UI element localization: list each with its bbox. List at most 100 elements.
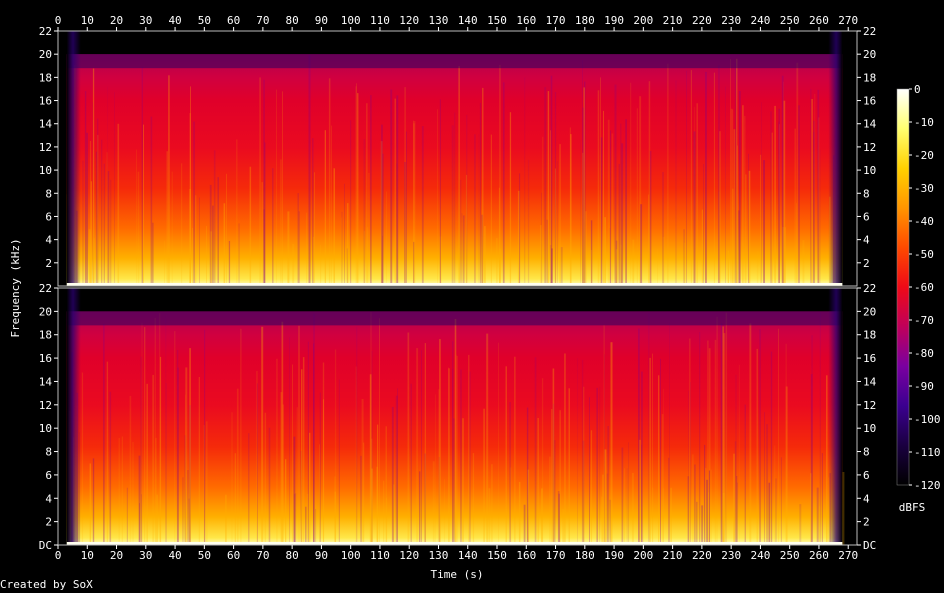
y-tick-label-right: 16 [863, 352, 876, 365]
x-tick-label-top: 160 [516, 14, 536, 27]
y-tick-label-left: DC [39, 539, 52, 552]
x-tick-label-bottom: 80 [286, 549, 299, 562]
y-tick-label-left: 4 [45, 234, 52, 247]
x-tick-label-top: 210 [663, 14, 683, 27]
colorbar-tick-label: -30 [914, 182, 934, 195]
y-tick-label-left: 6 [45, 469, 52, 482]
x-axis-label: Time (s) [431, 568, 484, 581]
y-tick-label-right: 12 [863, 399, 876, 412]
x-tick-label-bottom: 90 [315, 549, 328, 562]
x-tick-label-top: 0 [55, 14, 62, 27]
y-tick-label-right: 10 [863, 164, 876, 177]
x-tick-label-top: 80 [286, 14, 299, 27]
x-tick-label-bottom: 20 [110, 549, 123, 562]
colorbar-tick-label: -70 [914, 314, 934, 327]
x-tick-label-bottom: 250 [780, 549, 800, 562]
x-tick-label-top: 70 [256, 14, 269, 27]
x-tick-label-top: 180 [575, 14, 595, 27]
colorbar-tick-label: -90 [914, 380, 934, 393]
x-tick-label-top: 120 [399, 14, 419, 27]
x-tick-label-top: 20 [110, 14, 123, 27]
y-tick-label-left: 8 [45, 446, 52, 459]
spectrogram-channel-1 [57, 30, 858, 287]
colorbar-tick-label: -120 [914, 479, 941, 492]
x-tick-label-top: 100 [341, 14, 361, 27]
colorbar-tick-label: -40 [914, 215, 934, 228]
spectrogram-energy [66, 311, 843, 545]
y-tick-label-left: 18 [39, 329, 52, 342]
y-tick-label-left: 2 [45, 257, 52, 270]
spectrogram-channel-2 [57, 287, 858, 546]
x-tick-label-bottom: 200 [633, 549, 653, 562]
x-tick-label-bottom: 60 [227, 549, 240, 562]
x-tick-label-bottom: 100 [341, 549, 361, 562]
x-tick-label-bottom: 180 [575, 549, 595, 562]
y-tick-label-left: 14 [39, 375, 53, 388]
x-tick-label-top: 260 [809, 14, 829, 27]
y-tick-label-left: 12 [39, 141, 52, 154]
x-tick-label-bottom: 190 [604, 549, 624, 562]
y-axis-label: Frequency (kHz) [9, 238, 22, 337]
footer-credit: Created by SoX [0, 578, 93, 591]
y-tick-label-left: 16 [39, 352, 52, 365]
y-tick-label-left: 12 [39, 399, 52, 412]
y-tick-label-left: 4 [45, 492, 52, 505]
y-tick-label-left: 8 [45, 187, 52, 200]
x-tick-label-bottom: 70 [256, 549, 269, 562]
y-tick-label-right: 22 [863, 25, 876, 38]
y-tick-label-left: 20 [39, 48, 52, 61]
y-tick-label-left: 10 [39, 422, 52, 435]
y-tick-label-left: 22 [39, 282, 52, 295]
y-tick-label-right: 8 [863, 187, 870, 200]
y-tick-label-right: 4 [863, 234, 870, 247]
y-tick-label-left: 2 [45, 516, 52, 529]
x-tick-label-top: 60 [227, 14, 240, 27]
x-tick-label-top: 200 [633, 14, 653, 27]
y-tick-label-right: 6 [863, 210, 870, 223]
x-tick-label-bottom: 210 [663, 549, 683, 562]
y-tick-label-left: 22 [39, 25, 52, 38]
x-tick-label-top: 110 [370, 14, 390, 27]
x-tick-label-bottom: 140 [458, 549, 478, 562]
y-tick-label-right: 22 [863, 282, 876, 295]
y-tick-label-right: 18 [863, 71, 876, 84]
y-tick-label-right: 2 [863, 516, 870, 529]
x-tick-label-top: 10 [81, 14, 94, 27]
y-tick-label-right: 14 [863, 375, 877, 388]
x-tick-label-top: 220 [692, 14, 712, 27]
x-tick-label-top: 40 [168, 14, 181, 27]
y-tick-label-right: 8 [863, 446, 870, 459]
spectrogram-energy [66, 54, 843, 286]
x-tick-label-bottom: 120 [399, 549, 419, 562]
x-tick-label-bottom: 150 [487, 549, 507, 562]
y-tick-label-right: 14 [863, 118, 877, 131]
x-tick-label-bottom: 110 [370, 549, 390, 562]
y-tick-label-left: 6 [45, 210, 52, 223]
x-tick-label-bottom: 230 [721, 549, 741, 562]
x-tick-label-top: 190 [604, 14, 624, 27]
y-tick-label-right: 18 [863, 329, 876, 342]
x-tick-label-bottom: 170 [546, 549, 566, 562]
y-tick-label-right: 2 [863, 257, 870, 270]
y-tick-label-right: 20 [863, 48, 876, 61]
x-tick-label-bottom: 30 [139, 549, 152, 562]
x-tick-label-top: 130 [429, 14, 449, 27]
x-tick-label-top: 140 [458, 14, 478, 27]
x-tick-label-bottom: 240 [750, 549, 770, 562]
colorbar-tick-label: -60 [914, 281, 934, 294]
colorbar-tick-label: -50 [914, 248, 934, 261]
x-tick-label-top: 170 [546, 14, 566, 27]
y-tick-label-left: 16 [39, 95, 52, 108]
x-tick-label-bottom: 220 [692, 549, 712, 562]
x-tick-label-top: 250 [780, 14, 800, 27]
x-tick-label-bottom: 260 [809, 549, 829, 562]
colorbar-tick-label: -110 [914, 446, 941, 459]
x-tick-label-top: 240 [750, 14, 770, 27]
y-tick-label-left: 14 [39, 118, 53, 131]
x-tick-label-top: 30 [139, 14, 152, 27]
y-tick-label-right: 16 [863, 95, 876, 108]
colorbar-tick-label: -100 [914, 413, 941, 426]
y-tick-label-right: 12 [863, 141, 876, 154]
colorbar-tick-label: -10 [914, 116, 934, 129]
y-tick-label-right: 10 [863, 422, 876, 435]
